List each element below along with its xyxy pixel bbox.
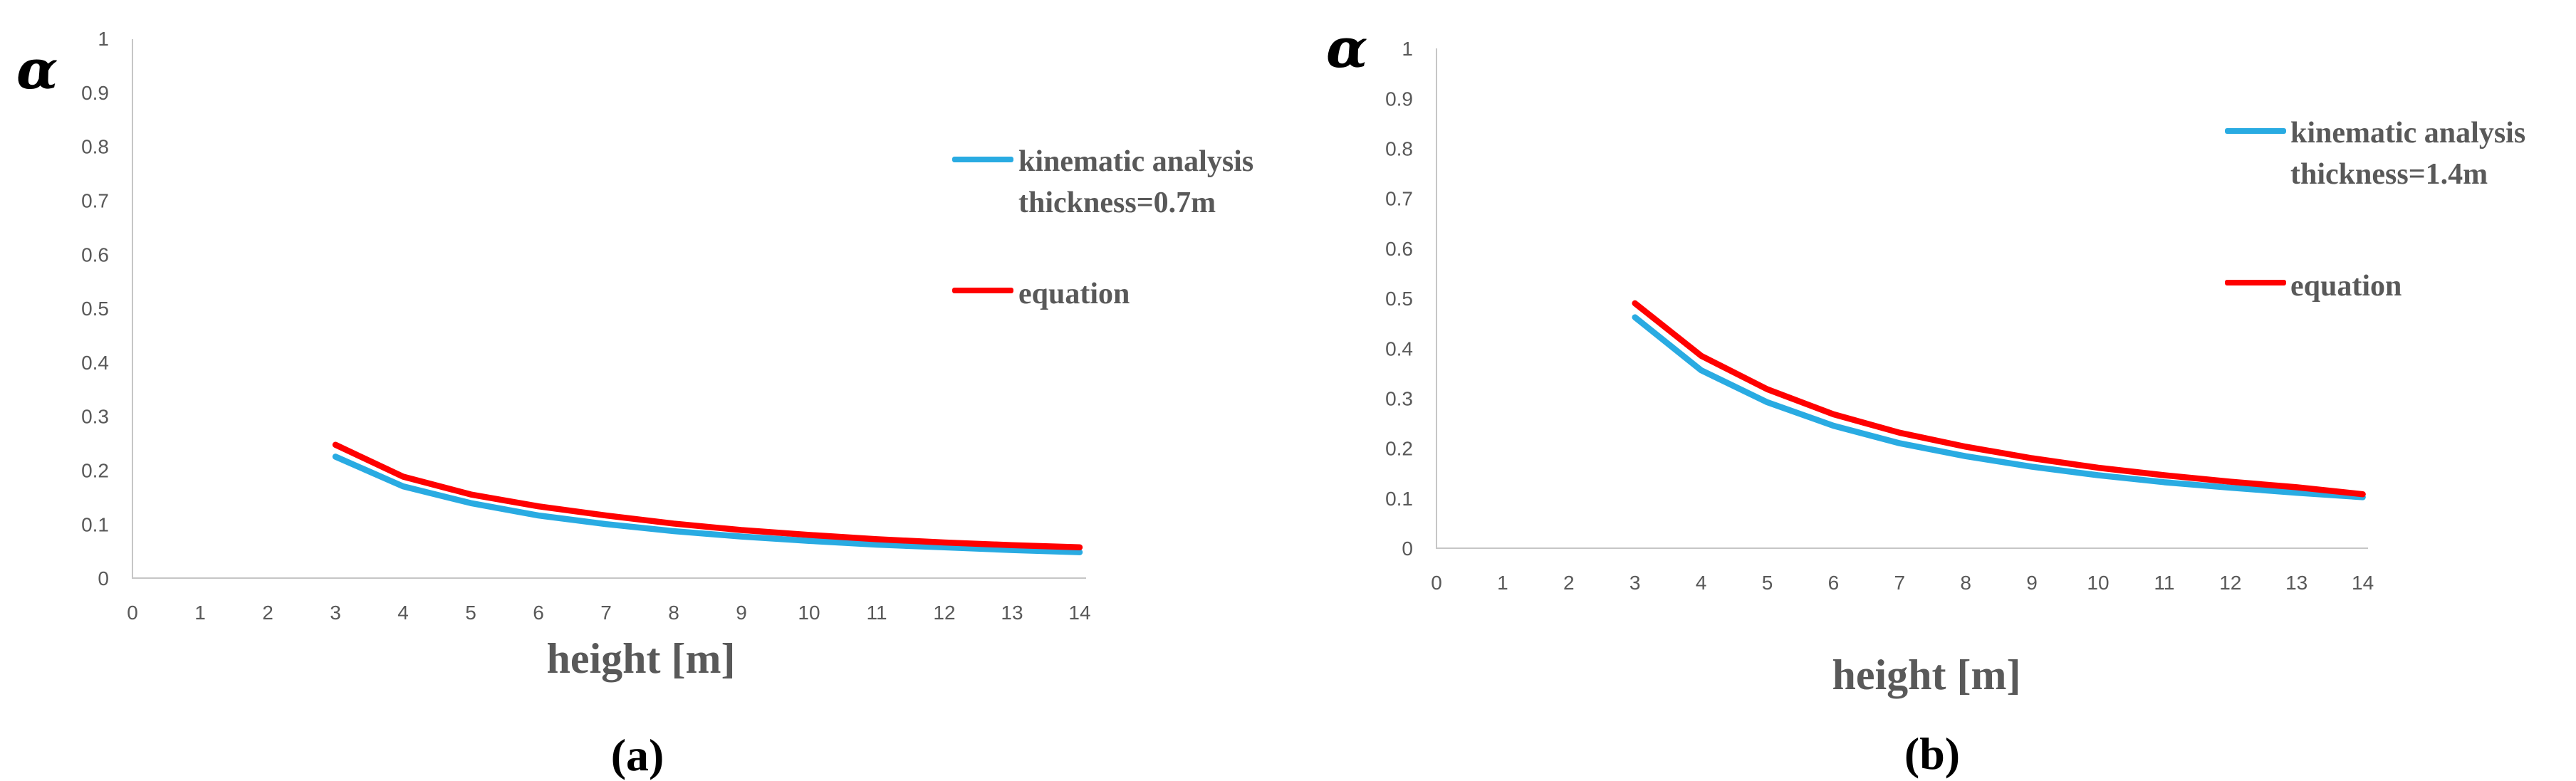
y-tick-label: 0.9 (1385, 88, 1413, 110)
caption-b: (b) (1904, 728, 1961, 779)
x-tick-label: 4 (397, 602, 409, 624)
x-tick-label: 5 (465, 602, 476, 624)
y-tick-label: 0.6 (1385, 238, 1413, 260)
x-tick-label: 9 (736, 602, 747, 624)
x-tick-label: 8 (668, 602, 679, 624)
legend-label-equation-b: equation (2290, 270, 2402, 303)
y-tick-label: 0.8 (81, 136, 109, 158)
x-tick-label: 12 (933, 602, 955, 624)
x-tick-label: 11 (2154, 572, 2174, 594)
y-tick-label: 1 (1402, 38, 1413, 60)
x-tick-label: 10 (2087, 572, 2109, 594)
series-line-equation (1632, 300, 2366, 498)
x-tick-label: 7 (600, 602, 612, 624)
legend-label-equation-a: equation (1018, 278, 1130, 310)
y-tick-label: 0.5 (81, 298, 109, 320)
x-tick-label: 0 (1431, 572, 1442, 594)
x-tick-label: 12 (2219, 572, 2241, 594)
legend-swatch-equation-b (2225, 280, 2286, 285)
caption-a: (a) (610, 730, 664, 780)
x-tick-label: 10 (798, 602, 820, 624)
x-tick-label: 11 (866, 602, 887, 624)
x-tick-label: 2 (1563, 572, 1575, 594)
y-tick-label: 0.4 (81, 352, 109, 374)
y-tick-label: 0.5 (1385, 288, 1413, 310)
axis-lines (1436, 48, 2368, 549)
x-tick-label: 3 (1629, 572, 1641, 594)
x-tick-label: 14 (1068, 602, 1090, 624)
x-tick-label: 14 (2352, 572, 2374, 594)
legend-swatch-equation-a (952, 288, 1013, 293)
x-tick-label: 6 (533, 602, 544, 624)
x-tick-label: 13 (2285, 572, 2308, 594)
y-tick-label: 0.3 (1385, 387, 1413, 409)
plot-area-a: 00.10.20.30.40.50.60.70.80.910 1 2 3 4 5 6 7 8 9 1… (81, 28, 1091, 624)
x-tick-label: 7 (1894, 572, 1906, 594)
x-tick-label: 0 (127, 602, 138, 624)
x-tick-label: 4 (1696, 572, 1707, 594)
x-tick-label: 13 (1001, 602, 1023, 624)
x-tick-label: 5 (1762, 572, 1773, 594)
y-tick-label: 1 (98, 28, 109, 50)
y-axis-title-alpha-a: α (16, 38, 58, 101)
x-tick-label: 1 (1497, 572, 1508, 594)
y-tick-label: 0.3 (81, 406, 109, 428)
legend-label-kinematic-b: kinematic analysis (2290, 117, 2526, 150)
y-tick-label: 0.9 (81, 82, 109, 104)
y-tick-label: 0 (1402, 538, 1413, 560)
legend-swatch-kinematic-a (952, 157, 1013, 162)
y-tick-label: 0.4 (1385, 337, 1413, 360)
legend-label-kinematic-a: kinematic analysis (1018, 145, 1254, 178)
legend-swatch-kinematic-b (2225, 128, 2286, 134)
x-tick-label: 3 (330, 602, 341, 624)
y-tick-label: 0.8 (1385, 137, 1413, 159)
y-tick-label: 0 (98, 567, 109, 589)
axis-lines (132, 39, 1086, 579)
x-axis-title-b: height [m] (1832, 651, 2021, 698)
legend-label-thickness-a: thickness=0.7m (1018, 187, 1216, 219)
x-tick-label: 6 (1828, 572, 1840, 594)
legend-item-kinematic-b: kinematic analysis thickness=1.4m (2290, 112, 2525, 195)
x-tick-label: 9 (2026, 572, 2038, 594)
x-axis-title-a: height [m] (546, 635, 736, 682)
x-tick-label: 8 (1960, 572, 1971, 594)
series-line-equation (332, 441, 1083, 551)
y-tick-label: 0.2 (81, 459, 109, 481)
x-tick-label: 1 (194, 602, 206, 624)
y-tick-label: 0.6 (81, 243, 109, 266)
legend-item-kinematic-a: kinematic analysis thickness=0.7m (1018, 141, 1253, 224)
y-tick-label: 0.2 (1385, 438, 1413, 460)
y-tick-label: 0.7 (81, 189, 109, 211)
y-tick-label: 0.1 (1385, 488, 1413, 510)
y-tick-label: 0.7 (1385, 188, 1413, 210)
y-axis-title-alpha-b: α (1326, 16, 1368, 80)
y-tick-label: 0.1 (81, 513, 109, 535)
series-line-kinematic (332, 454, 1083, 555)
plot-area-b: 00.10.20.30.40.50.60.70.80.910 1 2 3 4 5 6 7 8 9 1… (1385, 38, 2374, 594)
x-tick-label: 2 (262, 602, 273, 624)
legend-label-thickness-b: thickness=1.4m (2290, 158, 2488, 191)
series-line-kinematic (1632, 314, 2366, 500)
